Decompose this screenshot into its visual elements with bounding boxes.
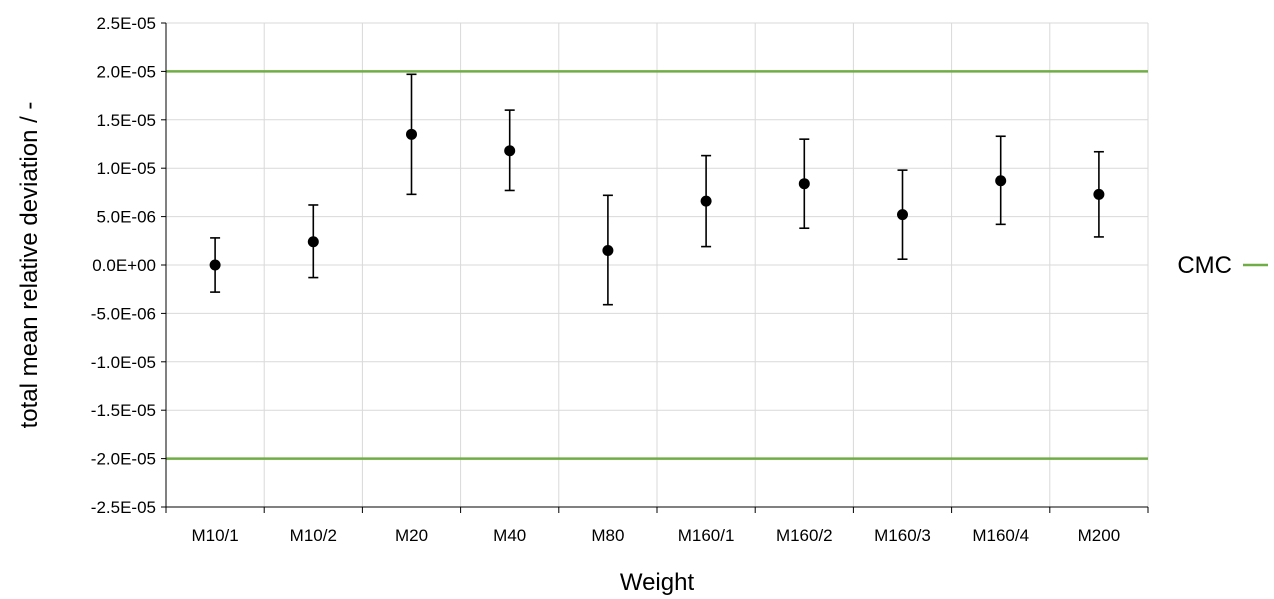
x-tick-labels: M10/1 M10/2 M20 M40 M80 M160/1 M160/2 M160/3 M16…: [191, 526, 1120, 545]
x-tick-label: M40: [493, 526, 526, 545]
x-tick-label: M10/1: [191, 526, 238, 545]
data-point: [995, 175, 1007, 187]
x-tick-label: M160/2: [776, 526, 833, 545]
y-tick-label: -2.0E-05: [91, 450, 156, 469]
x-tick-label: M20: [395, 526, 428, 545]
y-tick-label: -1.0E-05: [91, 353, 156, 372]
x-axis-title: Weight: [620, 569, 695, 596]
legend: CMC: [1177, 252, 1268, 279]
x-tick-label: M160/1: [678, 526, 735, 545]
data-point: [798, 178, 810, 190]
data-point: [406, 128, 417, 140]
data-point: [602, 244, 614, 256]
x-tick-label: M10/2: [290, 526, 337, 545]
data-points: [209, 128, 1105, 271]
y-tick-label: -2.5E-05: [91, 498, 156, 517]
data-point: [1093, 188, 1105, 200]
y-tick-label: -5.0E-06: [91, 304, 156, 323]
y-tick-labels: 2.5E-05 2.0E-05 1.5E-05 1.0E-05 5.0E-06 0.0E+…: [91, 14, 156, 517]
y-tick-label: 2.0E-05: [96, 62, 156, 81]
data-point: [504, 145, 516, 157]
cmc-lines: [166, 70, 1148, 460]
data-point: [307, 236, 319, 248]
y-tick-label: -1.5E-05: [91, 401, 156, 420]
y-axis-title: total mean relative deviation / -: [16, 102, 43, 429]
axes: [161, 22, 1149, 513]
data-point: [209, 259, 221, 271]
y-tick-label: 2.5E-05: [96, 14, 156, 33]
data-point: [897, 209, 908, 221]
data-point: [700, 195, 712, 207]
y-tick-label: 1.0E-05: [96, 159, 156, 178]
x-tick-label: M160/4: [972, 526, 1029, 545]
x-tick-label: M200: [1078, 526, 1121, 545]
y-tick-label: 1.5E-05: [96, 111, 156, 130]
y-tick-label: 0.0E+00: [92, 256, 156, 275]
x-tick-label: M80: [591, 526, 624, 545]
y-tick-label: 5.0E-06: [96, 208, 156, 227]
x-tick-label: M160/3: [874, 526, 931, 545]
legend-label-cmc: CMC: [1177, 252, 1232, 279]
